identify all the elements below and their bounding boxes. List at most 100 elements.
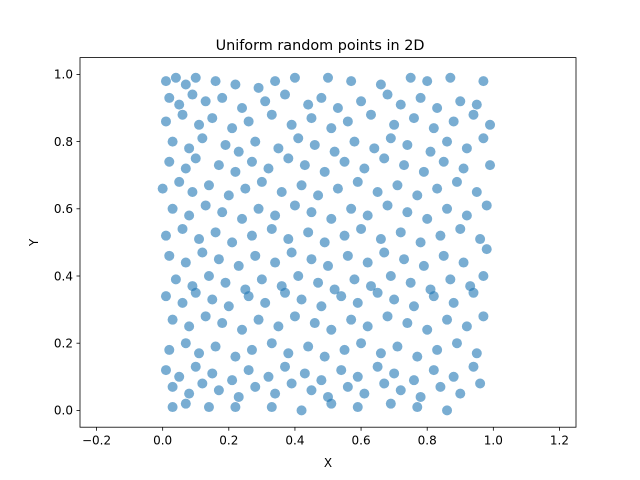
data-point xyxy=(299,368,310,379)
data-point xyxy=(385,133,396,144)
data-point xyxy=(174,99,185,110)
data-point xyxy=(475,234,486,245)
data-point xyxy=(405,72,416,83)
data-point xyxy=(194,348,205,359)
data-point xyxy=(180,338,191,349)
data-point xyxy=(280,287,291,298)
data-point xyxy=(481,244,492,255)
data-point xyxy=(435,230,446,241)
data-point xyxy=(164,92,175,103)
data-point xyxy=(442,203,453,214)
data-point xyxy=(329,284,340,295)
data-point xyxy=(485,119,496,130)
data-point xyxy=(402,318,413,329)
data-point xyxy=(313,190,324,201)
data-point xyxy=(326,123,337,134)
data-point xyxy=(326,213,337,224)
data-point xyxy=(332,103,343,113)
data-point xyxy=(177,223,188,234)
data-point xyxy=(339,156,350,167)
data-point xyxy=(408,375,419,386)
data-point xyxy=(237,103,248,113)
data-point xyxy=(266,109,277,120)
data-point xyxy=(253,203,264,214)
data-point xyxy=(309,139,320,150)
data-point xyxy=(263,163,274,174)
data-point xyxy=(389,368,400,379)
data-point xyxy=(203,180,214,191)
data-point xyxy=(365,281,376,292)
data-point xyxy=(260,96,271,107)
data-point xyxy=(349,136,360,147)
data-point xyxy=(395,385,406,396)
data-point xyxy=(220,277,231,288)
data-point xyxy=(230,79,241,90)
data-point xyxy=(471,187,482,197)
data-point xyxy=(217,318,228,329)
data-point xyxy=(280,361,291,372)
x-tick-label: 1.2 xyxy=(550,434,569,448)
data-point xyxy=(379,378,390,389)
data-point xyxy=(438,156,449,167)
data-point xyxy=(180,163,191,174)
data-point xyxy=(296,294,307,305)
data-point xyxy=(237,213,248,224)
data-point xyxy=(392,341,403,352)
data-point xyxy=(415,92,426,103)
data-point xyxy=(177,297,188,308)
y-axis: 0.0 0.2 0.4 0.6 0.8 1.0 xyxy=(54,68,80,418)
data-point xyxy=(217,207,228,218)
data-point xyxy=(392,180,403,191)
data-point xyxy=(233,391,244,402)
data-point xyxy=(273,143,284,154)
data-point xyxy=(207,368,218,379)
y-tick-label: 1.0 xyxy=(54,68,73,82)
data-point xyxy=(415,391,426,402)
data-point xyxy=(428,365,439,376)
data-point xyxy=(432,183,443,194)
data-point xyxy=(448,371,459,382)
data-point xyxy=(455,96,466,107)
data-point xyxy=(250,250,261,261)
data-point xyxy=(428,123,439,134)
data-point xyxy=(200,200,211,211)
data-point xyxy=(293,133,304,144)
data-point xyxy=(385,398,396,409)
data-point xyxy=(160,230,171,241)
data-point xyxy=(223,190,234,201)
data-point xyxy=(190,361,201,372)
x-tick-label: 1.0 xyxy=(484,434,503,448)
data-point xyxy=(332,183,343,194)
data-point xyxy=(309,318,320,329)
data-point xyxy=(289,200,300,211)
x-tick-label: 0.2 xyxy=(219,434,238,448)
data-point xyxy=(478,76,489,87)
data-point xyxy=(246,156,257,167)
data-point xyxy=(306,385,317,396)
data-point xyxy=(382,200,393,211)
data-point xyxy=(412,351,423,362)
data-point xyxy=(270,76,281,87)
data-point xyxy=(276,187,287,197)
data-point xyxy=(227,375,238,386)
y-tick-label: 0.2 xyxy=(54,337,73,351)
data-point xyxy=(428,291,439,302)
data-point xyxy=(270,388,281,399)
data-point xyxy=(210,227,221,238)
data-point xyxy=(365,109,376,120)
data-point xyxy=(227,123,238,134)
data-point xyxy=(246,344,257,355)
data-point xyxy=(296,180,307,191)
data-point xyxy=(164,344,175,355)
data-point xyxy=(352,176,363,187)
data-point xyxy=(372,287,383,298)
data-point xyxy=(471,348,482,359)
x-tick-label: 0.6 xyxy=(352,434,371,448)
data-point xyxy=(362,257,373,268)
data-point xyxy=(319,237,330,248)
data-point xyxy=(313,277,324,288)
plot-frame xyxy=(79,57,577,428)
data-point xyxy=(187,187,198,197)
data-point xyxy=(197,378,208,389)
data-point xyxy=(174,176,185,187)
